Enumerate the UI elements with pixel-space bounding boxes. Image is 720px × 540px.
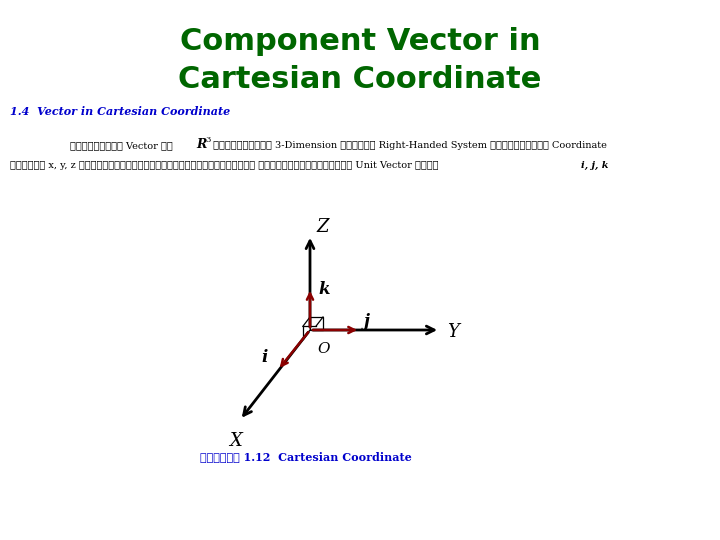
- Text: Y: Y: [447, 323, 459, 341]
- Text: j: j: [364, 313, 370, 329]
- Text: R: R: [196, 138, 207, 151]
- Text: ของแกน x, y, z กล่าวจะเป็นลักษณะตามเข็มนาฬิกา โดยที่แต่ละแกนมี Unit Vector เป็น: ของแกน x, y, z กล่าวจะเป็นลักษณะตามเข็มน…: [10, 161, 441, 170]
- Text: ในกรณีของ Vector ใน: ในกรณีของ Vector ใน: [70, 141, 176, 150]
- Text: k: k: [318, 281, 330, 299]
- Text: X: X: [230, 432, 243, 450]
- Text: i, j, k: i, j, k: [581, 161, 608, 170]
- Text: กล่าวคือใน 3-Dimension เราใช้ Right-Handed System ในการเขียน Coordinate: กล่าวคือใน 3-Dimension เราใช้ Right-Hand…: [210, 141, 607, 150]
- Text: Z: Z: [316, 218, 328, 236]
- Text: รูปที่ 1.12  Cartesian Coordinate: รูปที่ 1.12 Cartesian Coordinate: [200, 451, 412, 462]
- Text: 1.4  Vector in Cartesian Coordinate: 1.4 Vector in Cartesian Coordinate: [10, 106, 230, 117]
- Text: 3: 3: [205, 136, 210, 144]
- Text: Cartesian Coordinate: Cartesian Coordinate: [179, 65, 541, 94]
- Text: i: i: [261, 349, 268, 367]
- Text: O: O: [317, 342, 330, 356]
- Text: Component Vector in: Component Vector in: [180, 28, 540, 57]
